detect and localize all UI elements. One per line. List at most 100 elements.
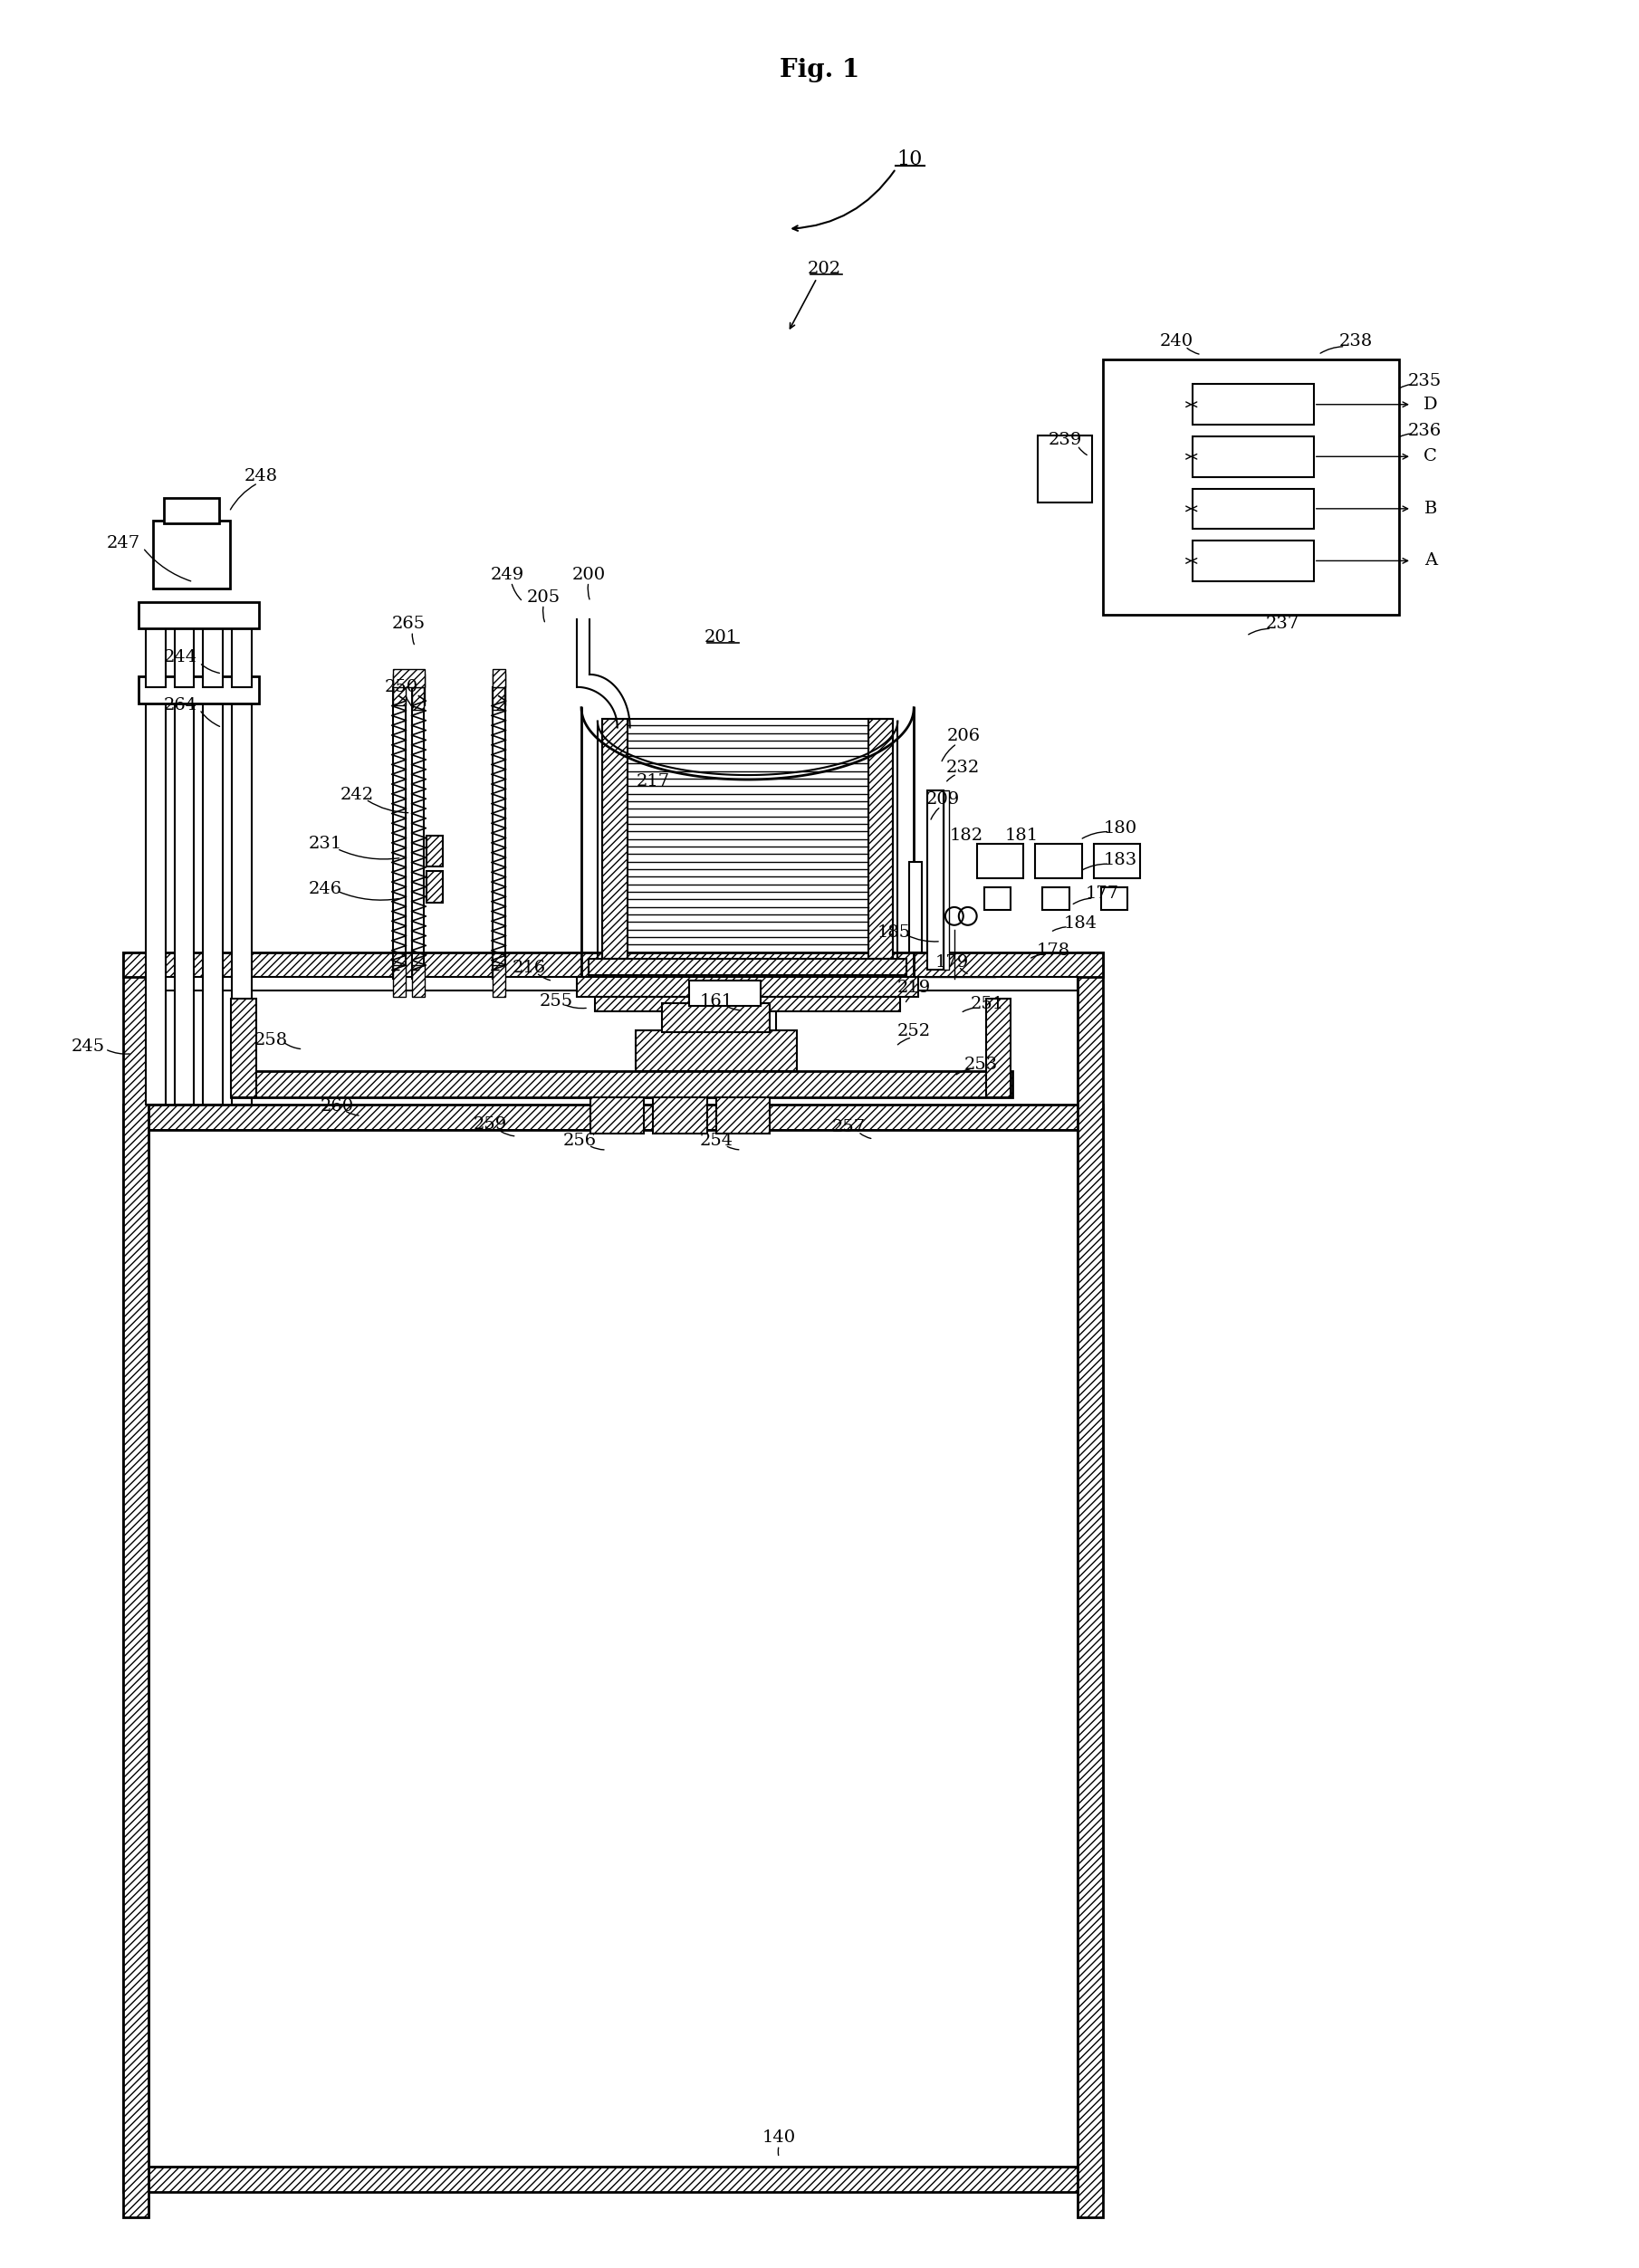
Text: 231: 231 <box>308 837 343 853</box>
Text: 184: 184 <box>1064 916 1096 932</box>
Text: 182: 182 <box>949 828 983 844</box>
Bar <box>123 1105 1103 1129</box>
Text: 178: 178 <box>1036 941 1070 959</box>
Text: 259: 259 <box>474 1116 506 1132</box>
Bar <box>636 1030 797 1070</box>
Text: 257: 257 <box>833 1118 865 1136</box>
Bar <box>174 687 193 1105</box>
Text: 201: 201 <box>703 631 738 646</box>
Text: 264: 264 <box>164 696 197 712</box>
Text: 177: 177 <box>1085 885 1119 903</box>
Bar <box>1193 540 1314 581</box>
Bar <box>148 978 1077 991</box>
Text: 245: 245 <box>70 1039 105 1055</box>
Bar <box>148 1129 1077 2166</box>
Text: 235: 235 <box>1408 374 1441 390</box>
Text: 216: 216 <box>513 959 546 978</box>
Bar <box>413 966 425 998</box>
Bar <box>203 687 223 1105</box>
Text: 240: 240 <box>1159 333 1193 349</box>
Bar <box>146 687 166 1105</box>
Bar <box>231 615 252 687</box>
Bar <box>738 1012 777 1055</box>
Text: 256: 256 <box>562 1132 597 1150</box>
Bar <box>138 601 259 628</box>
Bar <box>231 687 252 1105</box>
Bar <box>152 522 229 587</box>
Text: 251: 251 <box>970 996 1005 1012</box>
Bar <box>716 1098 770 1134</box>
Bar <box>602 719 628 959</box>
Text: 242: 242 <box>339 787 374 803</box>
Bar <box>654 1098 706 1134</box>
Text: 244: 244 <box>164 649 197 665</box>
Bar <box>164 499 220 524</box>
Text: 238: 238 <box>1339 333 1373 349</box>
Text: 206: 206 <box>946 728 980 744</box>
Bar <box>123 953 148 2218</box>
Text: Fig. 1: Fig. 1 <box>780 57 859 82</box>
Text: A: A <box>1424 553 1437 569</box>
Bar <box>146 615 166 687</box>
Text: 10: 10 <box>897 150 923 170</box>
Text: 209: 209 <box>926 792 959 807</box>
Bar <box>590 1098 644 1134</box>
Bar <box>393 966 405 998</box>
Bar <box>1193 488 1314 528</box>
Bar <box>492 674 505 705</box>
Text: 237: 237 <box>1265 617 1300 633</box>
Bar <box>1193 383 1314 424</box>
Text: 185: 185 <box>877 923 911 941</box>
Text: 200: 200 <box>572 567 605 583</box>
Text: 239: 239 <box>1047 431 1082 449</box>
Bar <box>1093 844 1141 878</box>
Bar <box>413 674 425 705</box>
Bar <box>944 789 949 971</box>
Text: 252: 252 <box>897 1023 931 1039</box>
Text: 181: 181 <box>1005 828 1039 844</box>
Bar <box>413 687 425 710</box>
Text: 202: 202 <box>806 261 841 277</box>
Text: 258: 258 <box>254 1032 288 1048</box>
Text: 161: 161 <box>700 993 733 1009</box>
Text: 249: 249 <box>490 567 524 583</box>
Text: 250: 250 <box>385 678 418 696</box>
Bar <box>910 862 923 953</box>
Bar <box>138 676 259 703</box>
Bar <box>492 669 505 687</box>
Bar <box>1077 1105 1103 2191</box>
Bar <box>588 959 906 975</box>
Text: 140: 140 <box>762 2130 797 2146</box>
Text: 180: 180 <box>1103 821 1137 837</box>
Text: 217: 217 <box>636 773 670 789</box>
Bar <box>426 835 443 866</box>
Bar <box>203 615 223 687</box>
Bar <box>595 998 900 1012</box>
Bar <box>1101 887 1128 909</box>
Text: 248: 248 <box>244 467 277 483</box>
Bar <box>426 871 443 903</box>
Bar <box>602 719 893 959</box>
Bar <box>662 1002 770 1032</box>
Text: 254: 254 <box>700 1132 733 1150</box>
Bar <box>869 719 893 959</box>
Text: B: B <box>1424 501 1437 517</box>
Bar <box>231 1070 1013 1098</box>
Bar <box>393 669 425 687</box>
Bar <box>1042 887 1069 909</box>
Bar <box>393 674 405 705</box>
Text: 205: 205 <box>526 590 561 606</box>
Text: 255: 255 <box>539 993 574 1009</box>
Bar <box>690 980 760 1007</box>
Text: 179: 179 <box>934 955 969 971</box>
Bar <box>174 615 193 687</box>
Bar <box>1103 358 1400 615</box>
Text: 246: 246 <box>308 880 343 898</box>
Text: 236: 236 <box>1408 422 1441 440</box>
Text: 260: 260 <box>320 1098 354 1116</box>
Bar <box>123 953 1103 978</box>
Bar <box>231 998 256 1098</box>
Text: C: C <box>1424 449 1437 465</box>
Bar <box>492 687 505 710</box>
Bar <box>1036 844 1082 878</box>
